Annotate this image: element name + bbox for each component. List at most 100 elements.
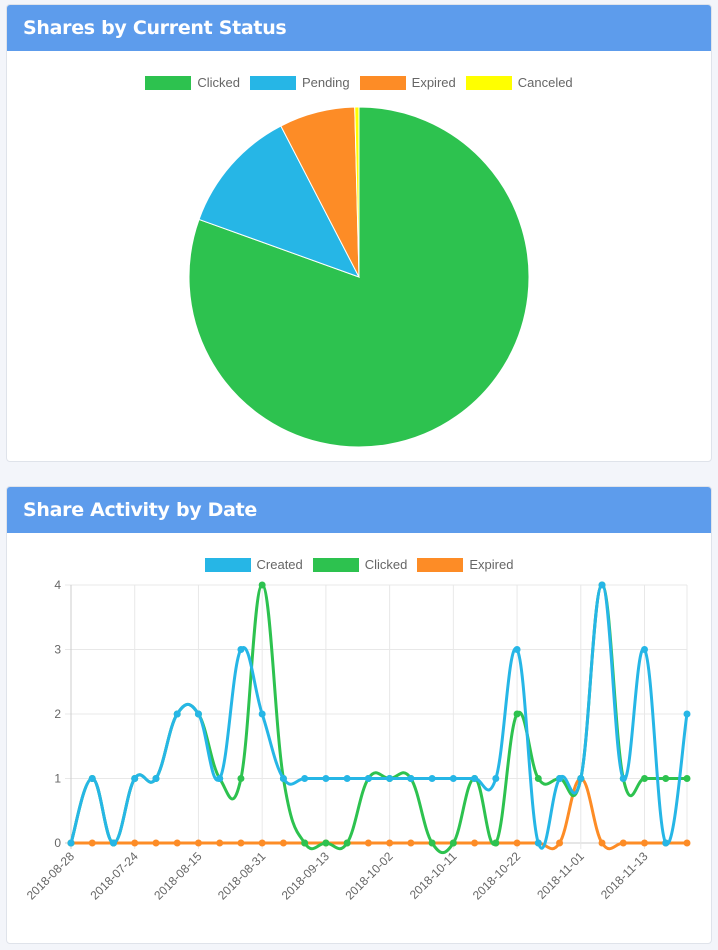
x-tick-label: 2018-07-24 [88, 849, 142, 903]
line-legend-label: Expired [469, 557, 514, 572]
pie-legend-label: Canceled [517, 75, 573, 90]
data-point-created[interactable] [386, 775, 394, 782]
data-point-expired[interactable] [194, 839, 202, 847]
data-point-created[interactable] [279, 775, 287, 782]
data-point-created[interactable] [513, 646, 521, 653]
data-point-created[interactable] [449, 775, 457, 782]
data-point-created[interactable] [619, 775, 627, 782]
data-point-expired[interactable] [237, 839, 245, 847]
data-point-expired[interactable] [216, 839, 224, 847]
data-point-created[interactable] [364, 775, 372, 782]
data-point-expired[interactable] [407, 839, 415, 847]
y-tick-label: 3 [54, 643, 61, 657]
data-point-created[interactable] [152, 775, 160, 782]
x-tick-label: 2018-10-11 [407, 849, 460, 902]
data-point-created[interactable] [343, 775, 351, 782]
data-point-expired[interactable] [471, 839, 479, 847]
data-point-expired[interactable] [619, 839, 627, 847]
line-legend-swatch [312, 557, 359, 572]
x-tick-label: 2018-08-28 [24, 849, 78, 903]
line-legend-item-expired[interactable]: Expired [417, 557, 513, 572]
data-point-expired[interactable] [152, 839, 160, 847]
x-tick-label: 2018-10-22 [470, 849, 524, 903]
data-point-created[interactable] [67, 839, 75, 847]
y-tick-label: 0 [54, 836, 61, 850]
data-point-expired[interactable] [173, 839, 181, 847]
data-point-created[interactable] [641, 646, 649, 653]
pie-legend-item-pending[interactable]: Pending [249, 75, 350, 90]
series-line-expired[interactable] [71, 776, 687, 851]
data-point-clicked[interactable] [449, 839, 457, 847]
data-point-created[interactable] [492, 775, 500, 782]
data-point-created[interactable] [88, 775, 96, 782]
data-point-clicked[interactable] [237, 775, 245, 782]
data-point-expired[interactable] [556, 839, 564, 847]
data-point-created[interactable] [258, 710, 266, 718]
data-point-clicked[interactable] [301, 839, 309, 847]
data-point-expired[interactable] [131, 839, 139, 847]
data-point-created[interactable] [216, 775, 224, 782]
pie-slice-pending[interactable] [198, 125, 361, 278]
pie-legend: Clicked Pending Expired Canceled [7, 75, 711, 90]
pie-legend-item-expired[interactable]: Expired [359, 75, 456, 90]
data-point-created[interactable] [662, 839, 670, 847]
data-point-expired[interactable] [258, 839, 266, 847]
data-point-expired[interactable] [386, 839, 394, 847]
pie-legend-label: Clicked [197, 75, 240, 90]
y-tick-label: 1 [54, 772, 61, 786]
data-point-created[interactable] [556, 775, 564, 782]
data-point-clicked[interactable] [322, 839, 330, 847]
data-point-created[interactable] [407, 775, 415, 782]
data-point-clicked[interactable] [343, 839, 351, 847]
pie-legend-item-canceled[interactable]: Canceled [465, 75, 573, 90]
data-point-created[interactable] [131, 775, 139, 782]
data-point-expired[interactable] [598, 839, 606, 847]
data-point-created[interactable] [534, 839, 542, 847]
data-point-clicked[interactable] [683, 775, 691, 782]
data-point-created[interactable] [322, 775, 330, 782]
data-point-clicked[interactable] [258, 581, 266, 589]
activity-panel-title: Share Activity by Date [7, 487, 711, 533]
line-legend-swatch [204, 557, 251, 572]
pie-slice-canceled[interactable] [354, 106, 360, 278]
pie-legend-label: Pending [301, 75, 350, 90]
data-point-clicked[interactable] [492, 839, 500, 847]
data-point-clicked[interactable] [513, 710, 521, 718]
series-line-created[interactable] [69, 583, 689, 850]
data-point-created[interactable] [173, 710, 181, 718]
data-point-created[interactable] [301, 775, 309, 782]
data-point-created[interactable] [683, 710, 691, 718]
data-point-created[interactable] [598, 581, 606, 589]
data-point-expired[interactable] [513, 839, 521, 847]
data-point-expired[interactable] [279, 839, 287, 847]
data-point-expired[interactable] [683, 839, 691, 847]
x-tick-label: 2018-08-31 [215, 849, 269, 903]
data-point-created[interactable] [577, 775, 585, 782]
data-point-expired[interactable] [364, 839, 372, 847]
line-legend-item-created[interactable]: Created [204, 557, 303, 572]
x-tick-label: 2018-08-15 [151, 849, 205, 903]
data-point-created[interactable] [471, 775, 479, 782]
data-point-clicked[interactable] [534, 775, 542, 782]
y-tick-label: 4 [54, 578, 61, 592]
line-legend-label: Created [256, 557, 303, 572]
status-panel: Shares by Current Status Clicked Pending E… [6, 4, 712, 462]
data-point-expired[interactable] [88, 839, 96, 847]
pie-legend-swatch [465, 75, 512, 90]
line-legend-item-clicked[interactable]: Clicked [312, 557, 407, 572]
pie-legend-item-clicked[interactable]: Clicked [145, 75, 240, 90]
data-point-created[interactable] [109, 839, 117, 847]
data-point-created[interactable] [194, 710, 202, 718]
data-point-expired[interactable] [641, 839, 649, 847]
line-legend: Created Clicked Expired [7, 557, 711, 572]
x-tick-label: 2018-10-02 [342, 849, 396, 903]
pie-legend-label: Expired [411, 75, 456, 90]
data-point-created[interactable] [428, 775, 436, 782]
data-point-clicked[interactable] [641, 775, 649, 782]
data-point-clicked[interactable] [428, 839, 436, 847]
line-legend-swatch [417, 557, 464, 572]
data-point-clicked[interactable] [662, 775, 670, 782]
status-panel-title: Shares by Current Status [7, 5, 711, 51]
data-point-created[interactable] [237, 646, 245, 653]
